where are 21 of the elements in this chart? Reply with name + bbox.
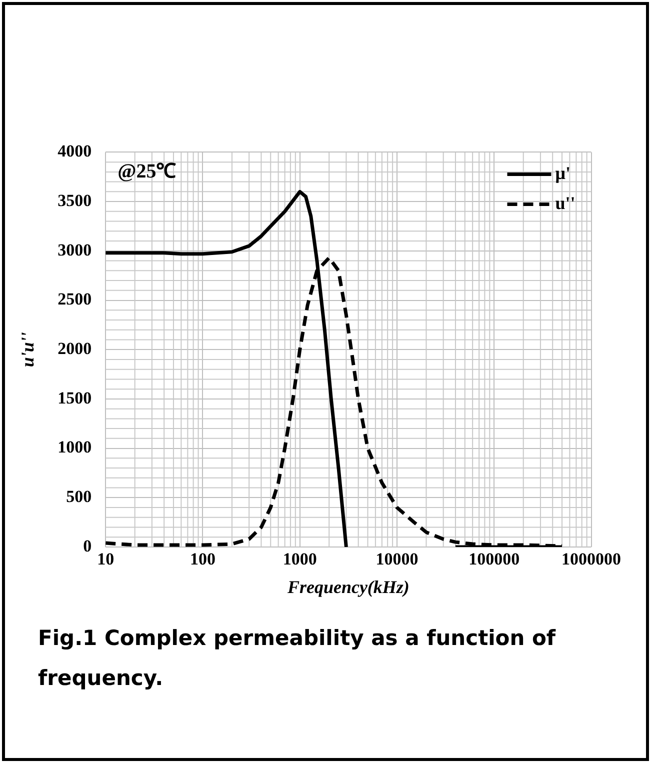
y-tick-label: 3500 [58, 190, 92, 210]
x-axis-title: Frequency(kHz) [286, 576, 410, 597]
y-tick-label: 2500 [58, 290, 92, 309]
x-tick-label: 10000 [376, 550, 418, 569]
x-tick-label: 100000 [468, 550, 520, 569]
y-tick-label: 2000 [58, 338, 92, 358]
y-axis-title: u'u'' [17, 332, 38, 368]
y-tick-label: 0 [83, 536, 92, 556]
legend-label: μ' [555, 162, 570, 183]
x-tick-label: 10 [97, 550, 114, 569]
y-tick-label: 500 [66, 487, 92, 506]
y-tick-label: 1000 [58, 438, 92, 457]
y-tick-label: 1500 [58, 388, 92, 408]
legend-label: u'' [555, 192, 576, 213]
x-tick-label: 100 [190, 550, 216, 569]
y-tick-label: 3000 [58, 240, 92, 260]
y-tick-label: 4000 [58, 142, 92, 161]
x-tick-label: 1000000 [562, 550, 621, 569]
x-tick-label: 1000 [282, 550, 317, 569]
caption: Fig.1 Complex permeability as a function of frequency. [38, 625, 557, 692]
annotation: @25℃ [118, 160, 176, 182]
